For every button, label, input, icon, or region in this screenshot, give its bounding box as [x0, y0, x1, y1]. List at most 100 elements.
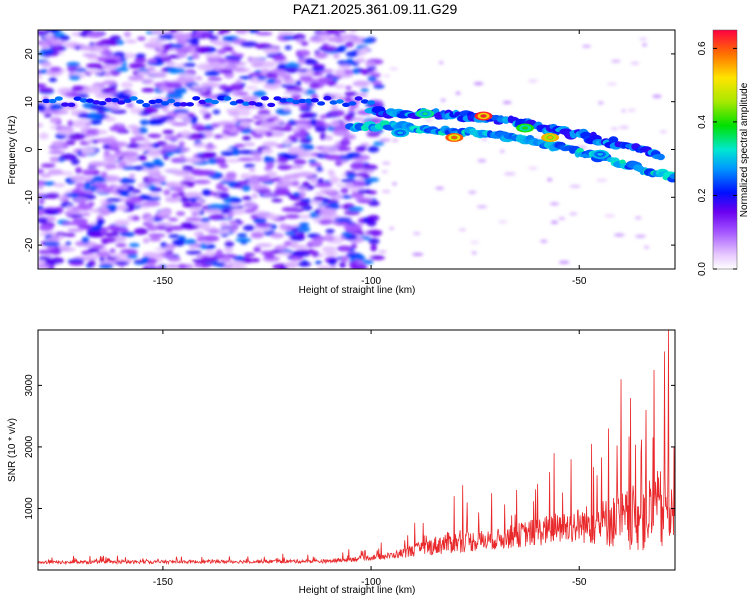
noise-blob	[120, 150, 139, 158]
noise-blob	[237, 157, 255, 162]
noise-blob	[43, 181, 56, 186]
noise-blob	[299, 104, 308, 109]
noise-blob	[131, 128, 140, 135]
upper-band-blob	[79, 98, 88, 103]
noise-blob	[606, 82, 617, 86]
noise-blob	[66, 205, 74, 211]
noise-blob	[263, 47, 280, 55]
noise-blob	[331, 77, 339, 82]
noise-blob	[57, 109, 69, 115]
noise-blob	[558, 216, 566, 221]
noise-blob	[355, 93, 369, 98]
noise-blob	[582, 44, 592, 48]
noise-blob	[471, 251, 477, 255]
upper-band-blob	[285, 98, 294, 103]
noise-blob	[65, 241, 72, 246]
noise-blob	[81, 211, 91, 217]
noise-blob	[291, 93, 302, 100]
noise-blob	[128, 75, 145, 82]
noise-blob	[221, 264, 233, 269]
noise-blob	[343, 210, 360, 216]
noise-blob	[94, 41, 107, 47]
noise-blob	[139, 119, 150, 126]
noise-blob	[148, 71, 166, 77]
noise-blob	[194, 263, 203, 268]
noise-blob	[102, 64, 118, 71]
noise-blob	[336, 183, 345, 188]
noise-blob	[237, 91, 249, 96]
noise-blob	[168, 234, 180, 239]
noise-blob	[38, 132, 49, 140]
y-tick-label: 3000	[24, 374, 35, 397]
noise-blob	[324, 154, 341, 161]
noise-blob	[104, 116, 117, 122]
noise-blob	[333, 53, 340, 59]
noise-blob	[373, 141, 385, 146]
noise-blob	[43, 49, 56, 55]
upper-band-blob	[348, 101, 357, 106]
noise-blob	[284, 79, 297, 85]
noise-blob	[218, 192, 230, 200]
noise-blob	[389, 67, 399, 71]
noise-blob	[86, 128, 102, 136]
upper-band-blob	[98, 101, 107, 106]
noise-blob	[185, 238, 197, 246]
noise-blob	[312, 236, 326, 242]
noise-blob	[194, 243, 202, 249]
noise-blob	[185, 157, 203, 163]
noise-blob	[627, 108, 636, 112]
y-tick-label: 10	[24, 96, 35, 108]
noise-blob	[65, 91, 81, 98]
noise-blob	[220, 151, 235, 156]
noise-blob	[328, 258, 337, 266]
noise-blob	[440, 98, 446, 102]
noise-blob	[317, 77, 331, 84]
noise-blob	[45, 37, 56, 42]
upper-band-blob	[317, 101, 326, 106]
snr-x-label: Height of straight line (km)	[299, 585, 416, 596]
noise-blob	[247, 57, 265, 65]
noise-blob	[251, 63, 264, 68]
noise-blob	[151, 30, 166, 35]
noise-blob	[319, 188, 338, 193]
noise-blob	[224, 62, 238, 70]
upper-band-blob	[223, 96, 232, 101]
noise-blob	[368, 238, 380, 245]
noise-blob	[328, 93, 343, 97]
noise-blob	[154, 247, 172, 252]
upper-band-blob	[48, 98, 57, 104]
noise-blob	[113, 219, 130, 227]
noise-blob	[204, 53, 222, 59]
noise-blob	[569, 212, 578, 216]
noise-blob	[38, 83, 47, 88]
noise-blob	[103, 58, 118, 65]
noise-blob	[284, 231, 296, 236]
noise-blob	[200, 217, 211, 223]
noise-blob	[86, 139, 93, 144]
noise-blob	[202, 131, 214, 137]
noise-blob	[367, 214, 380, 221]
noise-blob	[281, 206, 299, 213]
noise-blob	[200, 257, 217, 263]
colorbar: 0.0 0.2 0.4 0.6 Normalized spectral amplitu…	[697, 29, 750, 276]
noise-blob	[334, 69, 346, 76]
noise-blob	[272, 54, 287, 62]
noise-blob	[109, 125, 127, 132]
noise-blob	[86, 69, 103, 74]
upper-band-blob	[142, 103, 151, 108]
noise-blob	[330, 104, 339, 110]
upper-band-blob	[235, 99, 244, 104]
noise-blob	[630, 61, 640, 65]
noise-blob	[250, 152, 262, 157]
noise-blob	[282, 153, 298, 160]
noise-blob	[270, 232, 285, 239]
noise-blob	[38, 264, 51, 269]
secondary-tone-blob	[656, 153, 665, 161]
noise-blob	[133, 165, 145, 171]
noise-blob	[330, 119, 341, 127]
noise-blob	[233, 143, 246, 148]
noise-blob	[248, 168, 256, 172]
noise-blob	[79, 45, 96, 51]
noise-blob	[143, 138, 150, 146]
noise-blob	[339, 195, 353, 199]
